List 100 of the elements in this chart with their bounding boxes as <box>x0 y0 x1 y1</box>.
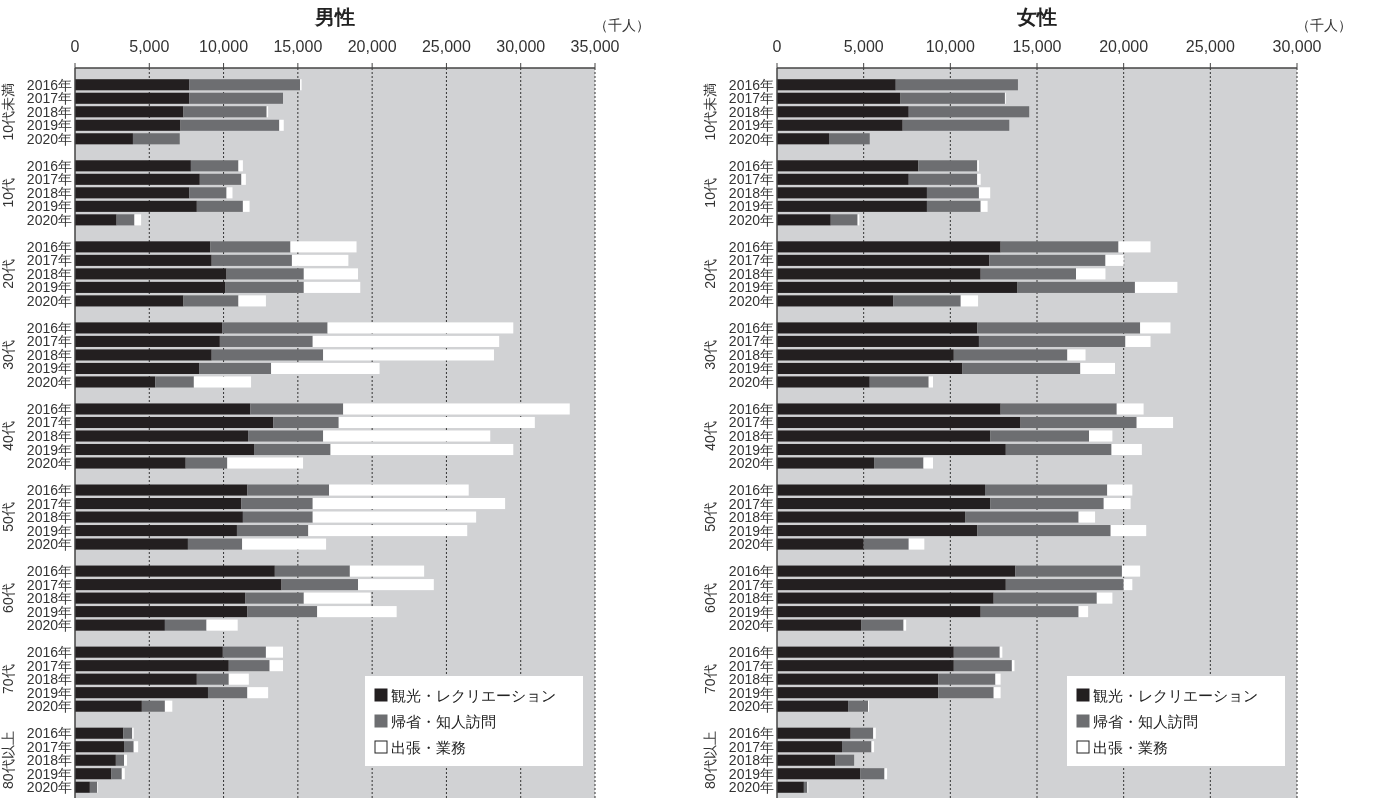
bar <box>75 565 275 577</box>
bar <box>75 106 184 118</box>
bar <box>190 160 239 172</box>
bar <box>75 673 197 685</box>
bar <box>923 457 933 469</box>
bar <box>978 335 1126 347</box>
y-tick-label: 2020年 <box>26 698 72 715</box>
bar <box>777 768 861 780</box>
bar <box>242 538 327 550</box>
bar <box>777 741 842 753</box>
bar <box>111 768 122 780</box>
x-axis-title: （千人） <box>1296 17 1352 33</box>
bar <box>977 322 1141 334</box>
bar <box>953 660 1012 672</box>
bar <box>189 92 283 104</box>
bar <box>1067 349 1086 361</box>
bar <box>908 538 925 550</box>
bar <box>238 160 243 172</box>
bar <box>1123 579 1133 591</box>
y-tick-label: 2016年 <box>26 400 72 417</box>
y-tick-label: 2016年 <box>26 76 72 93</box>
bar <box>1105 254 1124 266</box>
bar <box>1089 430 1113 442</box>
x-tick-label: 20,000 <box>1099 38 1149 55</box>
bar <box>777 241 1001 253</box>
x-tick-label: 0 <box>772 38 782 55</box>
bar <box>777 754 836 766</box>
y-tick-label: 2020年 <box>728 698 774 715</box>
y-tick-label: 2018年 <box>728 428 774 444</box>
bar <box>1140 322 1171 334</box>
bar <box>75 646 223 658</box>
text: 70代 <box>0 664 16 694</box>
bar <box>273 416 339 429</box>
bar <box>835 754 855 766</box>
x-tick-label: 25,000 <box>1185 38 1235 55</box>
bar <box>860 768 885 780</box>
bar <box>75 376 156 388</box>
y-tick-label: 2020年 <box>728 536 774 553</box>
bar <box>777 457 875 469</box>
bar <box>271 362 380 374</box>
bar <box>75 606 248 618</box>
bar <box>75 754 116 766</box>
bar <box>75 200 197 212</box>
y-tick-label: 2016年 <box>728 319 774 336</box>
bar <box>189 187 227 199</box>
bar <box>895 79 1018 91</box>
bar <box>75 579 282 591</box>
bar <box>960 295 979 307</box>
bar <box>124 754 127 766</box>
bar <box>183 295 239 307</box>
x-tick-label: 10,000 <box>925 38 975 55</box>
bar <box>247 606 318 618</box>
bar <box>222 646 266 658</box>
bar <box>777 416 1021 429</box>
legend-label: 帰省・知人訪問 <box>391 713 496 730</box>
bar <box>1000 241 1119 253</box>
bar <box>977 525 1111 537</box>
bar <box>265 646 283 658</box>
chart-title: 女性 <box>1016 6 1057 28</box>
bar <box>993 687 1001 699</box>
bar <box>358 579 434 591</box>
bar <box>863 538 909 550</box>
bar <box>206 619 238 631</box>
bar <box>1020 416 1137 429</box>
bar <box>1111 443 1142 456</box>
bar <box>75 660 229 672</box>
bar <box>303 281 361 293</box>
bar <box>926 200 981 212</box>
bar <box>928 376 933 388</box>
bar <box>990 498 1104 510</box>
bar <box>1107 484 1133 496</box>
text: 10代 <box>702 178 718 208</box>
bar <box>777 538 864 550</box>
bar <box>777 498 991 510</box>
bar <box>1121 565 1141 577</box>
x-axis-title: （千人） <box>594 17 650 33</box>
bar <box>290 241 357 253</box>
bar <box>189 79 301 91</box>
bar <box>874 457 924 469</box>
bar <box>312 498 506 510</box>
text: 60代 <box>0 583 16 613</box>
text: 10代未満 <box>0 82 16 141</box>
text: 20代 <box>0 259 16 289</box>
legend-label: 帰省・知人訪問 <box>1093 713 1198 730</box>
bar <box>329 484 469 496</box>
bar <box>225 281 304 293</box>
bar <box>978 187 991 199</box>
bar <box>1005 443 1112 456</box>
bar <box>242 511 313 523</box>
bar <box>75 119 181 131</box>
bar <box>777 403 1001 415</box>
bar <box>187 538 243 550</box>
bar <box>75 443 255 456</box>
bar <box>228 660 270 672</box>
bar <box>349 565 425 577</box>
bar <box>245 592 304 604</box>
bar <box>75 768 112 780</box>
bar <box>75 430 249 442</box>
bar <box>323 430 491 442</box>
y-tick-label: 2020年 <box>26 536 72 553</box>
